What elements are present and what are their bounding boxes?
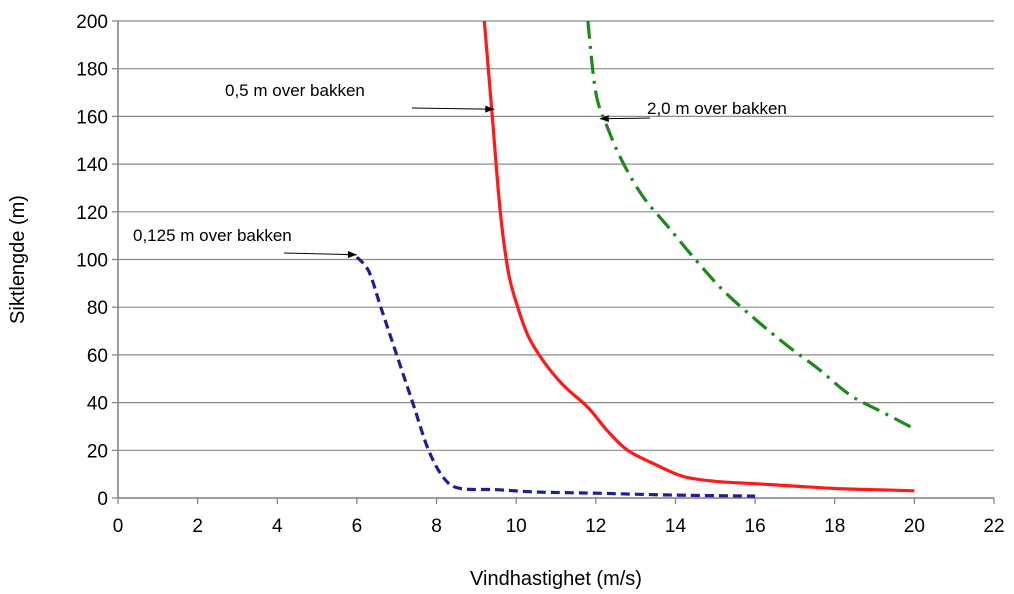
annotation-arrowhead-1 xyxy=(485,105,495,113)
series-line-1 xyxy=(355,255,756,498)
x-tick-label-20: 20 xyxy=(904,516,925,537)
annotation-label-1: 0,5 m over bakken xyxy=(225,81,365,100)
x-axis-label: Vindhastighet (m/s) xyxy=(470,568,642,590)
y-tick-label-20: 20 xyxy=(87,441,108,462)
y-tick-label-160: 160 xyxy=(76,107,108,128)
y-tick-label-100: 100 xyxy=(76,251,108,272)
annotation-label-2: 2,0 m over bakken xyxy=(647,99,787,118)
y-tick-label-40: 40 xyxy=(87,394,108,415)
x-tick-label-2: 2 xyxy=(192,516,203,537)
x-tick-label-10: 10 xyxy=(506,516,527,537)
annotation-arrowhead-3 xyxy=(347,251,357,259)
y-tick-label-80: 80 xyxy=(87,298,108,319)
annotation-arrowhead-2 xyxy=(599,115,609,123)
x-tick-labels: 0 2 4 6 8 10 12 14 16 18 20 22 xyxy=(113,516,1005,537)
axes xyxy=(112,20,995,504)
x-tick-label-14: 14 xyxy=(665,516,687,537)
x-tick-label-0: 0 xyxy=(113,516,124,537)
series-line-3 xyxy=(586,20,916,431)
y-tick-label-200: 200 xyxy=(76,12,108,33)
x-tick-label-12: 12 xyxy=(585,516,606,537)
y-tick-labels: 0 20 40 60 80 100 120 140 160 180 200 xyxy=(76,12,108,510)
annotations: 0,5 m over bakken 2,0 m over bakken 0,125 … xyxy=(133,81,787,259)
series-line-2 xyxy=(482,20,915,493)
y-tick-label-120: 120 xyxy=(76,203,108,224)
gridlines xyxy=(118,20,994,451)
annotation-arrow-line-3 xyxy=(283,252,357,256)
y-tick-label-140: 140 xyxy=(76,155,108,176)
y-axis-label: Siktlengde (m) xyxy=(7,195,29,324)
series-lines xyxy=(355,20,916,498)
x-tick-label-8: 8 xyxy=(431,516,442,537)
x-tick-label-16: 16 xyxy=(745,516,766,537)
x-tick-label-4: 4 xyxy=(272,516,283,537)
x-tick-label-18: 18 xyxy=(824,516,845,537)
y-tick-label-0: 0 xyxy=(97,489,108,510)
y-tick-label-60: 60 xyxy=(87,346,108,367)
x-tick-label-22: 22 xyxy=(983,516,1004,537)
annotation-arrow-line-1 xyxy=(411,107,495,110)
x-tick-label-6: 6 xyxy=(352,516,363,537)
y-tick-label-180: 180 xyxy=(76,60,108,81)
annotation-label-3: 0,125 m over bakken xyxy=(133,226,292,245)
